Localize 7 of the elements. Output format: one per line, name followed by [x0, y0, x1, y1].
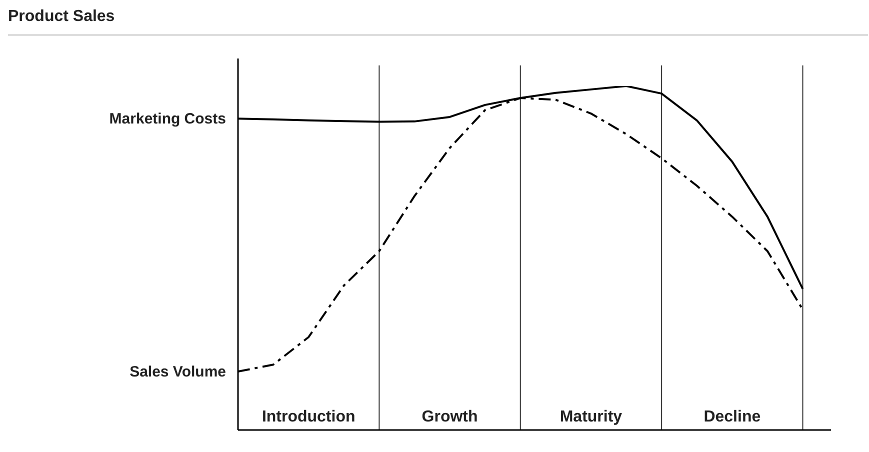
x-tick-label: Growth — [422, 408, 478, 426]
x-tick-label: Decline — [704, 408, 761, 426]
text: Product Sales — [8, 8, 868, 36]
x-tick-label: Maturity — [560, 408, 622, 426]
series-label: Sales Volume — [130, 364, 226, 381]
series-label: Marketing Costs — [109, 110, 226, 128]
x-tick-label: Introduction — [262, 408, 356, 426]
